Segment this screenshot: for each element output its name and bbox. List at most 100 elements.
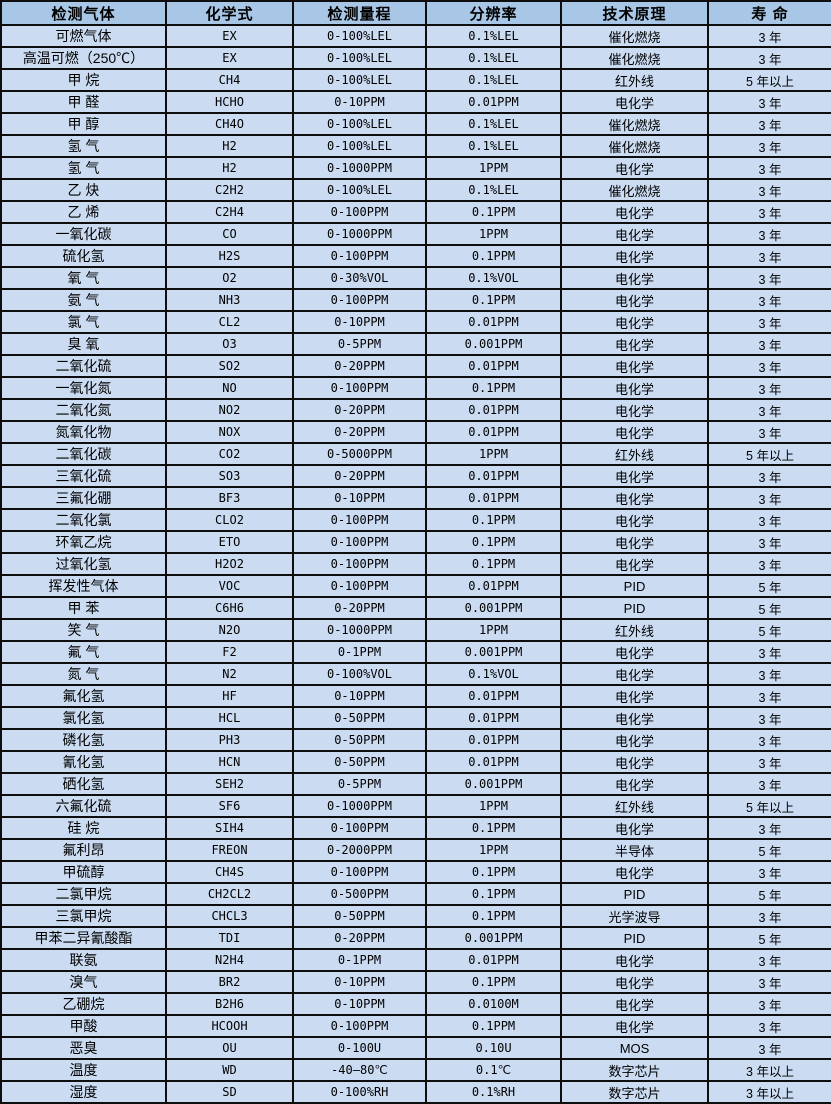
table-row: 六氟化硫 SF6 0-1000PPM 1PPM 红外线 5 年以上 — [0, 794, 831, 818]
table-row: 甲 苯 C6H6 0-20PPM 0.001PPM PID 5 年 — [0, 596, 831, 620]
cell-gas: 磷化氢 — [0, 728, 167, 752]
table-row: 磷化氢 PH3 0-50PPM 0.01PPM 电化学 3 年 — [0, 728, 831, 752]
cell-lifespan: 3 年 — [707, 200, 831, 224]
cell-range: 0-100%LEL — [292, 24, 427, 48]
cell-principle: 电化学 — [560, 310, 709, 334]
cell-range: 0-5PPM — [292, 772, 427, 796]
cell-range: 0-100%LEL — [292, 68, 427, 92]
cell-range: 0-50PPM — [292, 750, 427, 774]
cell-formula: O3 — [165, 332, 294, 356]
cell-range: 0-1000PPM — [292, 794, 427, 818]
cell-range: 0-10PPM — [292, 970, 427, 994]
cell-gas: 氟化氢 — [0, 684, 167, 708]
table-row: 可燃气体 EX 0-100%LEL 0.1%LEL 催化燃烧 3 年 — [0, 24, 831, 48]
cell-range: 0-100PPM — [292, 816, 427, 840]
cell-resolution: 0.1PPM — [425, 816, 562, 840]
cell-resolution: 1PPM — [425, 222, 562, 246]
cell-lifespan: 3 年 — [707, 486, 831, 510]
cell-principle: 电化学 — [560, 728, 709, 752]
cell-resolution: 0.1PPM — [425, 288, 562, 312]
cell-resolution: 0.1%VOL — [425, 266, 562, 290]
cell-range: 0-20PPM — [292, 420, 427, 444]
cell-lifespan: 3 年 — [707, 552, 831, 576]
cell-gas: 乙 烯 — [0, 200, 167, 224]
cell-resolution: 0.1%LEL — [425, 134, 562, 158]
cell-range: 0-100PPM — [292, 574, 427, 598]
cell-resolution: 0.1PPM — [425, 530, 562, 554]
cell-principle: 电化学 — [560, 156, 709, 180]
cell-gas: 过氧化氢 — [0, 552, 167, 576]
cell-lifespan: 3 年 — [707, 684, 831, 708]
cell-principle: 电化学 — [560, 376, 709, 400]
cell-principle: 数字芯片 — [560, 1080, 709, 1104]
cell-formula: HCL — [165, 706, 294, 730]
table-row: 二氯甲烷 CH2CL2 0-500PPM 0.1PPM PID 5 年 — [0, 882, 831, 906]
cell-gas: 一氧化碳 — [0, 222, 167, 246]
cell-range: 0-50PPM — [292, 904, 427, 928]
cell-formula: C6H6 — [165, 596, 294, 620]
table-row: 乙硼烷 B2H6 0-10PPM 0.0100M 电化学 3 年 — [0, 992, 831, 1016]
cell-resolution: 0.01PPM — [425, 486, 562, 510]
cell-gas: 三氟化硼 — [0, 486, 167, 510]
cell-principle: 电化学 — [560, 1014, 709, 1038]
cell-gas: 乙硼烷 — [0, 992, 167, 1016]
cell-lifespan: 3 年 — [707, 706, 831, 730]
table-row: 甲 醇 CH4O 0-100%LEL 0.1%LEL 催化燃烧 3 年 — [0, 112, 831, 136]
table-row: 甲 烷 CH4 0-100%LEL 0.1%LEL 红外线 5 年以上 — [0, 68, 831, 92]
table-row: 湿度 SD 0-100%RH 0.1%RH 数字芯片 3 年以上 — [0, 1080, 831, 1104]
cell-range: 0-10PPM — [292, 486, 427, 510]
cell-formula: CHCL3 — [165, 904, 294, 928]
table-row: 氧 气 O2 0-30%VOL 0.1%VOL 电化学 3 年 — [0, 266, 831, 290]
cell-formula: SO3 — [165, 464, 294, 488]
cell-formula: HCOOH — [165, 1014, 294, 1038]
cell-principle: 电化学 — [560, 354, 709, 378]
cell-lifespan: 3 年 — [707, 860, 831, 884]
cell-range: 0-20PPM — [292, 596, 427, 620]
cell-resolution: 0.1%RH — [425, 1080, 562, 1104]
cell-principle: 红外线 — [560, 794, 709, 818]
cell-formula: CH4S — [165, 860, 294, 884]
cell-range: 0-10PPM — [292, 992, 427, 1016]
cell-resolution: 1PPM — [425, 838, 562, 862]
cell-gas: 氯 气 — [0, 310, 167, 334]
cell-formula: B2H6 — [165, 992, 294, 1016]
cell-principle: 电化学 — [560, 552, 709, 576]
table-row: 乙 炔 C2H2 0-100%LEL 0.1%LEL 催化燃烧 3 年 — [0, 178, 831, 202]
cell-gas: 三氯甲烷 — [0, 904, 167, 928]
cell-gas: 甲 醛 — [0, 90, 167, 114]
cell-range: 0-20PPM — [292, 464, 427, 488]
cell-range: 0-500PPM — [292, 882, 427, 906]
cell-resolution: 0.001PPM — [425, 332, 562, 356]
cell-principle: 数字芯片 — [560, 1058, 709, 1082]
cell-resolution: 0.1PPM — [425, 904, 562, 928]
cell-resolution: 0.0100M — [425, 992, 562, 1016]
cell-lifespan: 3 年 — [707, 178, 831, 202]
cell-lifespan: 3 年 — [707, 640, 831, 664]
cell-resolution: 0.1℃ — [425, 1058, 562, 1082]
column-header-resolution: 分辨率 — [425, 0, 562, 26]
cell-principle: 红外线 — [560, 442, 709, 466]
cell-gas: 二氧化碳 — [0, 442, 167, 466]
cell-resolution: 0.10U — [425, 1036, 562, 1060]
cell-range: 0-30%VOL — [292, 266, 427, 290]
cell-formula: NH3 — [165, 288, 294, 312]
cell-principle: 电化学 — [560, 530, 709, 554]
cell-principle: PID — [560, 926, 709, 950]
cell-principle: 催化燃烧 — [560, 46, 709, 70]
table-row: 甲苯二异氰酸酯 TDI 0-20PPM 0.001PPM PID 5 年 — [0, 926, 831, 950]
cell-resolution: 0.01PPM — [425, 948, 562, 972]
cell-gas: 硒化氢 — [0, 772, 167, 796]
cell-resolution: 0.001PPM — [425, 926, 562, 950]
cell-resolution: 0.1%VOL — [425, 662, 562, 686]
cell-formula: CL2 — [165, 310, 294, 334]
table-row: 温度 WD -40—80℃ 0.1℃ 数字芯片 3 年以上 — [0, 1058, 831, 1082]
cell-range: 0-100%LEL — [292, 178, 427, 202]
cell-formula: CH2CL2 — [165, 882, 294, 906]
cell-lifespan: 3 年 — [707, 992, 831, 1016]
table-row: 笑 气 N2O 0-1000PPM 1PPM 红外线 5 年 — [0, 618, 831, 642]
cell-lifespan: 3 年 — [707, 332, 831, 356]
cell-gas: 甲硫醇 — [0, 860, 167, 884]
cell-lifespan: 3 年 — [707, 1036, 831, 1060]
cell-formula: WD — [165, 1058, 294, 1082]
